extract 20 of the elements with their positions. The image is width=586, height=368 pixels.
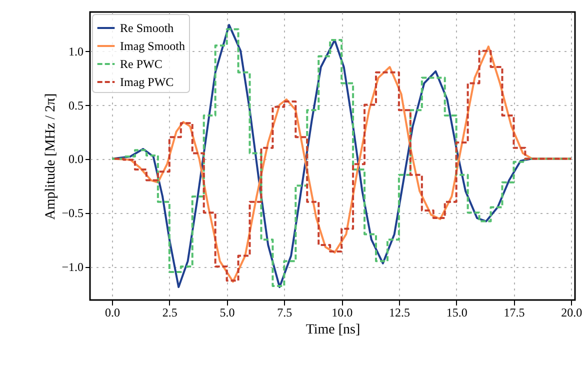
x-tick-label: 0.0: [105, 306, 120, 320]
legend-label: Imag PWC: [120, 75, 174, 89]
y-axis-title: Amplitude [MHz / 2π]: [44, 93, 59, 220]
y-tick-label: −0.5: [62, 206, 84, 220]
legend-label: Imag Smooth: [120, 39, 185, 53]
x-tick-label: 7.5: [277, 306, 292, 320]
x-tick-label: 10.0: [332, 306, 353, 320]
x-tick-label: 17.5: [504, 306, 525, 320]
x-tick-label: 15.0: [446, 306, 468, 320]
y-tick-label: 0.5: [68, 98, 84, 112]
y-tick-label: 0.0: [68, 152, 84, 166]
y-tick-label: −1.0: [62, 260, 84, 274]
x-tick-label: 5.0: [220, 306, 235, 320]
x-axis-title: Time [ns]: [306, 322, 360, 338]
legend-label: Re Smooth: [120, 21, 174, 35]
x-tick-label: 12.5: [388, 306, 410, 320]
x-tick-label: 2.5: [162, 306, 178, 320]
y-tick-label: 1.0: [68, 44, 84, 58]
legend-label: Re PWC: [120, 57, 162, 71]
x-tick-label: 20.0: [561, 306, 582, 320]
